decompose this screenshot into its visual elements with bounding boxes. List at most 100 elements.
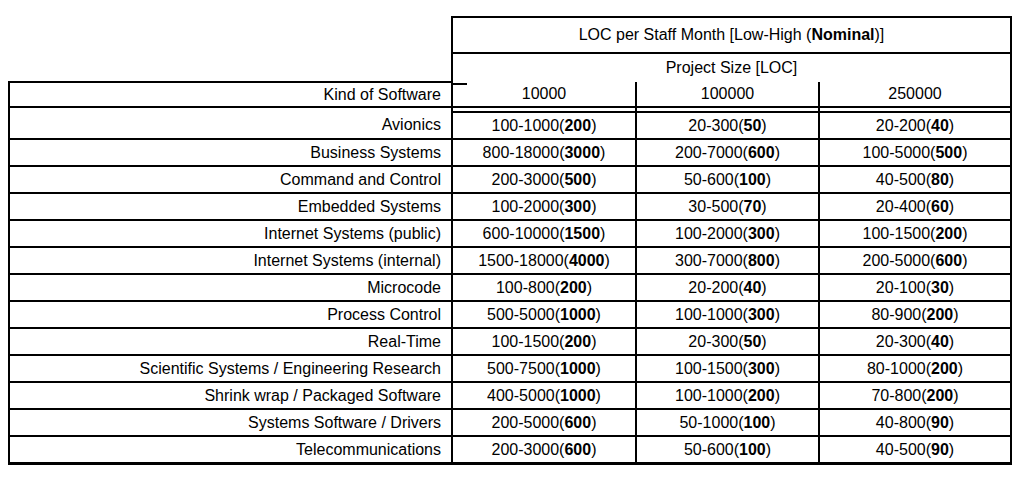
value-range: 200-5000( — [863, 252, 936, 269]
value-close: ) — [766, 441, 771, 458]
value-cell: 40-500(80) — [819, 166, 1011, 193]
value-nominal: 300 — [748, 306, 775, 323]
value-cell: 500-7500(1000) — [452, 355, 636, 382]
table-row: Microcode 100-800(200) 20-200(40) 20-100… — [9, 274, 1011, 301]
value-range: 100-2000( — [492, 198, 565, 215]
value-close: ) — [591, 117, 596, 134]
value-close: ) — [962, 144, 967, 161]
value-range: 20-200( — [876, 117, 931, 134]
value-range: 20-400( — [876, 198, 931, 215]
value-range: 500-5000( — [487, 306, 560, 323]
value-close: ) — [775, 360, 780, 377]
value-range: 100-1500( — [675, 360, 748, 377]
value-close: ) — [962, 252, 967, 269]
value-cell: 100-2000(300) — [636, 220, 819, 247]
value-nominal: 800 — [748, 252, 775, 269]
value-cell: 200-5000(600) — [452, 409, 636, 436]
col-header-250000: 250000 — [819, 82, 1011, 107]
value-nominal: 600 — [564, 414, 591, 431]
value-nominal: 90 — [931, 441, 949, 458]
column-header-row: Kind of Software 10000 100000 250000 — [9, 82, 1011, 107]
value-close: ) — [953, 387, 958, 404]
table-row: Embedded Systems 100-2000(300) 30-500(70… — [9, 193, 1011, 220]
loc-productivity-table: LOC per Staff Month [Low-High (Nominal)]… — [8, 16, 1012, 465]
row-label: Command and Control — [9, 166, 452, 193]
value-close: ) — [962, 225, 967, 242]
value-nominal: 200 — [927, 306, 954, 323]
value-range: 200-3000( — [492, 171, 565, 188]
value-cell: 20-200(40) — [819, 112, 1011, 139]
value-close: ) — [600, 144, 605, 161]
value-range: 300-7000( — [675, 252, 748, 269]
value-nominal: 90 — [931, 414, 949, 431]
value-cell: 400-5000(1000) — [452, 382, 636, 409]
value-range: 1500-18000( — [478, 252, 569, 269]
row-label: Real-Time — [9, 328, 452, 355]
value-range: 50-600( — [684, 441, 739, 458]
value-nominal: 200 — [935, 225, 962, 242]
table-row: Business Systems 800-18000(3000) 200-700… — [9, 139, 1011, 166]
value-nominal: 40 — [931, 117, 949, 134]
row-label: Microcode — [9, 274, 452, 301]
value-close: ) — [591, 414, 596, 431]
row-label: Systems Software / Drivers — [9, 409, 452, 436]
value-cell: 100-1000(200) — [452, 112, 636, 139]
title-nominal-bold: Nominal — [811, 26, 874, 43]
value-range: 80-900( — [871, 306, 926, 323]
table-title: LOC per Staff Month [Low-High (Nominal)] — [452, 17, 1011, 53]
value-cell: 80-1000(200) — [819, 355, 1011, 382]
value-cell: 20-100(30) — [819, 274, 1011, 301]
value-close: ) — [949, 333, 954, 350]
col-header-100000: 100000 — [636, 82, 819, 107]
value-cell: 100-2000(300) — [452, 193, 636, 220]
value-close: ) — [587, 279, 592, 296]
value-range: 100-1000( — [492, 117, 565, 134]
value-cell: 20-300(40) — [819, 328, 1011, 355]
project-size-header: Project Size [LOC] — [452, 53, 1011, 82]
value-nominal: 500 — [935, 144, 962, 161]
value-nominal: 100 — [744, 414, 771, 431]
value-close: ) — [949, 171, 954, 188]
value-range: 50-1000( — [679, 414, 743, 431]
value-range: 50-600( — [684, 171, 739, 188]
row-label: Process Control — [9, 301, 452, 328]
value-close: ) — [770, 414, 775, 431]
row-label: Telecommunications — [9, 436, 452, 464]
table-row: Internet Systems (internal) 1500-18000(4… — [9, 247, 1011, 274]
value-close: ) — [775, 306, 780, 323]
table-row: Internet Systems (public) 600-10000(1500… — [9, 220, 1011, 247]
page-root: LOC per Staff Month [Low-High (Nominal)]… — [0, 0, 1018, 480]
value-close: ) — [775, 252, 780, 269]
value-cell: 300-7000(800) — [636, 247, 819, 274]
value-range: 500-7500( — [487, 360, 560, 377]
value-cell: 500-5000(1000) — [452, 301, 636, 328]
row-label: Avionics — [9, 112, 452, 139]
value-close: ) — [761, 198, 766, 215]
corner-header-kind-of-software: Kind of Software — [9, 82, 452, 107]
value-range: 600-10000( — [483, 225, 565, 242]
title-text-close: )] — [875, 26, 885, 43]
value-cell: 50-600(100) — [636, 436, 819, 464]
value-nominal: 40 — [744, 279, 762, 296]
value-nominal: 600 — [748, 144, 775, 161]
value-range: 200-7000( — [675, 144, 748, 161]
value-range: 30-500( — [688, 198, 743, 215]
value-range: 40-500( — [876, 441, 931, 458]
value-range: 400-5000( — [487, 387, 560, 404]
value-nominal: 200 — [748, 387, 775, 404]
value-nominal: 300 — [564, 198, 591, 215]
value-nominal: 300 — [748, 360, 775, 377]
value-close: ) — [761, 279, 766, 296]
value-range: 20-300( — [876, 333, 931, 350]
value-nominal: 1000 — [560, 387, 596, 404]
value-nominal: 300 — [748, 225, 775, 242]
value-cell: 40-500(90) — [819, 436, 1011, 464]
table-body: LOC per Staff Month [Low-High (Nominal)]… — [9, 17, 1011, 464]
value-range: 800-18000( — [483, 144, 565, 161]
value-close: ) — [600, 225, 605, 242]
value-range: 70-800( — [871, 387, 926, 404]
value-nominal: 100 — [739, 171, 766, 188]
value-close: ) — [591, 198, 596, 215]
value-nominal: 600 — [564, 441, 591, 458]
table-row: Scientific Systems / Engineering Researc… — [9, 355, 1011, 382]
